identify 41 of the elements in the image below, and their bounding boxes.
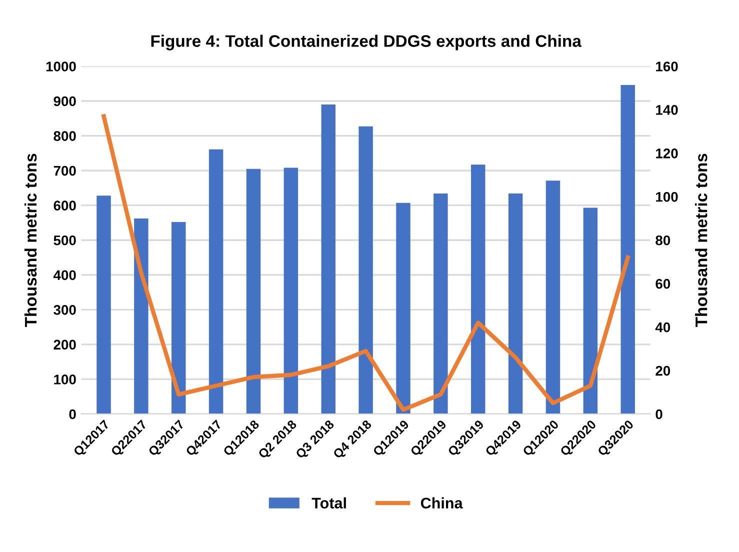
y2-tick-label: 0: [656, 409, 662, 420]
y2-tick-label: 80: [656, 235, 670, 246]
y-tick-label: 700: [54, 166, 76, 176]
y2-tick-label: 160: [656, 62, 678, 72]
y-tick-label: 800: [54, 131, 76, 141]
bar: [134, 218, 148, 414]
legend-label: China: [420, 497, 463, 509]
y-tick-label: 0: [69, 409, 76, 420]
bar: [396, 202, 410, 414]
bar: [284, 168, 298, 414]
y-tick-label: 900: [54, 96, 76, 106]
bar: [96, 196, 111, 414]
bar: [246, 168, 261, 414]
y-axis-title: Thousand metric tons: [24, 154, 37, 327]
y-tick-label: 1000: [46, 62, 76, 72]
y-tick-label: 400: [53, 270, 76, 280]
y2-tick-label: 20: [656, 366, 670, 376]
y2-tick-label: 140: [656, 105, 678, 115]
y2-tick-label: 100: [656, 192, 678, 202]
legend-label: Total: [312, 497, 346, 509]
bar: [620, 85, 635, 414]
y2-tick-label: 60: [656, 278, 670, 289]
bar: [208, 149, 224, 414]
y2-axis-title: Thousand metric tons: [695, 154, 708, 327]
bar: [321, 104, 336, 414]
line-series: [102, 114, 630, 412]
bar: [172, 222, 186, 414]
y2-tick-label: 40: [655, 322, 670, 332]
chart-title: Figure 4: Total Containerized DDGS exports and China: [151, 34, 582, 50]
bar: [583, 208, 598, 414]
y-tick-label: 100: [54, 374, 76, 384]
bar: [471, 164, 486, 414]
y-tick-label: 200: [54, 340, 76, 350]
y-tick-label: 500: [54, 235, 76, 246]
bar: [508, 194, 523, 414]
bar: [358, 126, 373, 414]
y2-tick-label: 120: [656, 148, 678, 158]
y-tick-label: 300: [54, 305, 76, 315]
y-tick-label: 600: [54, 200, 76, 211]
bar: [434, 194, 448, 414]
bar: [546, 180, 560, 414]
